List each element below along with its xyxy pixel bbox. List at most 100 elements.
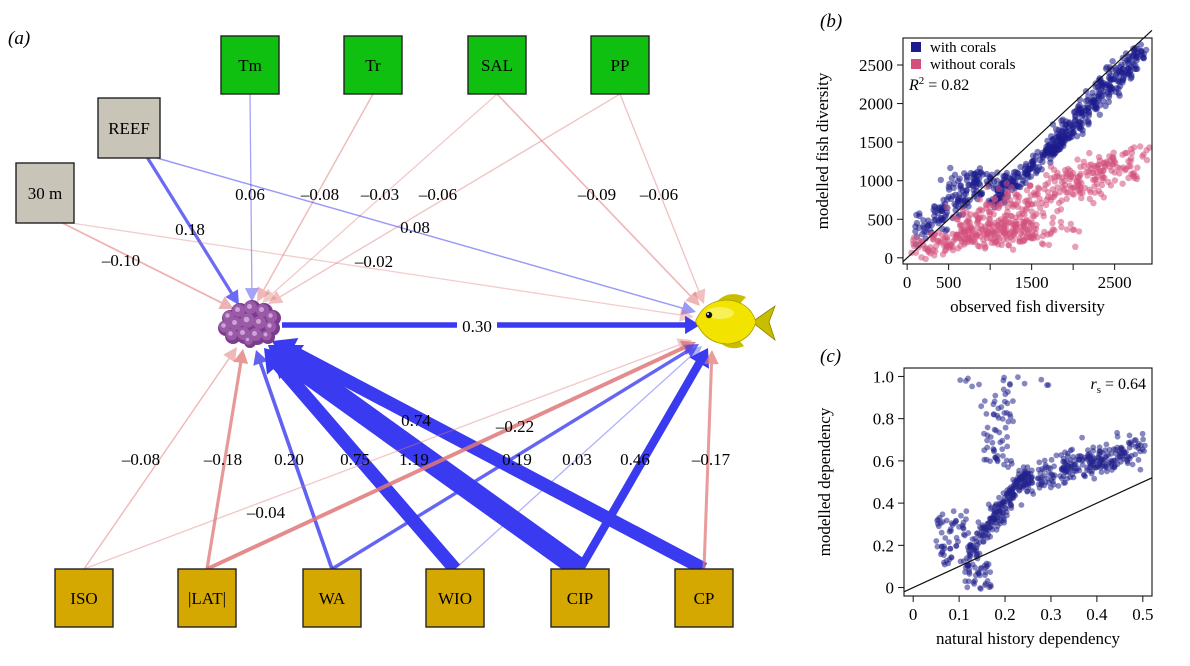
data-point xyxy=(987,533,994,540)
path-arrow-reef-to-coral xyxy=(146,157,239,305)
data-point xyxy=(1003,218,1010,225)
data-point xyxy=(999,446,1006,452)
node-cp: CP xyxy=(674,568,734,628)
y-tick-label: 2500 xyxy=(859,56,893,75)
data-point xyxy=(1103,81,1110,89)
data-point xyxy=(1079,189,1086,197)
data-point xyxy=(1107,72,1115,80)
data-point xyxy=(1084,105,1092,112)
path-arrow-cp-to-coral xyxy=(272,338,708,575)
data-point xyxy=(975,175,983,182)
data-point xyxy=(1000,453,1006,459)
data-point xyxy=(1050,478,1056,485)
data-point xyxy=(950,180,958,187)
node-label: Tm xyxy=(238,56,262,75)
data-point xyxy=(981,562,988,569)
data-point xyxy=(1004,443,1011,450)
data-point xyxy=(1091,475,1098,482)
path-arrow-shaft xyxy=(272,359,461,574)
data-point xyxy=(945,186,953,193)
data-point xyxy=(1043,143,1050,150)
node-reef: REEF xyxy=(97,97,161,159)
fish-icon xyxy=(695,294,776,349)
path-arrow-shaft xyxy=(71,222,682,316)
data-point xyxy=(954,197,962,204)
data-point xyxy=(1047,484,1054,491)
data-point xyxy=(984,437,990,444)
data-point xyxy=(1007,381,1013,388)
data-point xyxy=(944,233,951,241)
data-point xyxy=(1035,184,1042,191)
coef-label-wio-to-fish: 0.03 xyxy=(562,450,592,469)
data-point xyxy=(1005,464,1011,470)
y-axis: 0 500 1000 1500 2000 2500 modelled fish divers… xyxy=(813,56,903,268)
data-point xyxy=(938,214,945,221)
data-point xyxy=(1103,453,1110,460)
data-point xyxy=(1116,165,1124,172)
data-point xyxy=(962,569,968,575)
data-point xyxy=(1019,210,1026,217)
x-tick-label: 0.2 xyxy=(994,605,1015,624)
data-point xyxy=(1023,170,1031,177)
data-point xyxy=(1067,466,1074,472)
data-point xyxy=(1003,457,1010,464)
data-point xyxy=(941,543,947,550)
data-point xyxy=(1018,502,1025,508)
path-arrow-30m-to-fish xyxy=(71,222,694,322)
data-point xyxy=(1132,437,1139,443)
data-point xyxy=(1051,190,1059,197)
data-point xyxy=(1046,149,1053,157)
data-point xyxy=(1086,149,1093,157)
data-point xyxy=(977,534,984,540)
data-point xyxy=(1009,246,1017,253)
data-point xyxy=(1016,487,1022,493)
path-arrow-lat-to-coral xyxy=(205,349,249,570)
data-point xyxy=(931,231,938,238)
data-point xyxy=(1025,227,1032,235)
path-arrow-sal-to-fish xyxy=(496,93,700,306)
data-point xyxy=(949,230,956,238)
data-point xyxy=(1021,380,1028,387)
data-point xyxy=(1128,74,1135,81)
data-point xyxy=(965,375,971,382)
y-tick-label: 500 xyxy=(868,210,894,229)
path-arrow-shaft xyxy=(576,360,704,572)
data-point xyxy=(983,411,990,417)
node-label: REEF xyxy=(108,119,150,138)
data-point xyxy=(1049,121,1057,128)
data-point xyxy=(1082,97,1090,105)
data-point xyxy=(912,228,919,235)
path-arrow-shaft xyxy=(83,357,231,570)
data-point xyxy=(939,251,947,258)
data-point xyxy=(1084,172,1091,179)
data-point xyxy=(978,403,985,410)
coef-label-tr-to-coral: –0.08 xyxy=(300,185,339,204)
data-point xyxy=(982,582,988,588)
data-point xyxy=(982,533,988,539)
data-point xyxy=(1005,242,1013,249)
node-label: 30 m xyxy=(28,184,62,203)
data-point xyxy=(1064,189,1072,196)
data-point xyxy=(986,515,993,522)
data-point xyxy=(984,444,991,451)
plot-frame xyxy=(902,37,1153,265)
data-point xyxy=(946,539,952,545)
data-point xyxy=(1118,444,1125,451)
data-point xyxy=(1064,475,1071,482)
data-point xyxy=(938,529,945,536)
coef-label-lat-to-coral: –0.18 xyxy=(203,450,242,469)
data-point xyxy=(977,565,984,572)
node-label: WA xyxy=(319,589,346,608)
data-point xyxy=(1064,226,1071,233)
path-arrow-shaft xyxy=(496,93,692,298)
data-point xyxy=(942,227,949,235)
data-point xyxy=(984,424,991,431)
data-point xyxy=(1001,410,1008,416)
data-point xyxy=(1001,195,1009,202)
y-tick-label: 1500 xyxy=(859,133,893,152)
node-label: WIO xyxy=(438,589,472,608)
coef-label-iso-to-coral: –0.08 xyxy=(121,450,160,469)
data-point xyxy=(1105,98,1113,106)
